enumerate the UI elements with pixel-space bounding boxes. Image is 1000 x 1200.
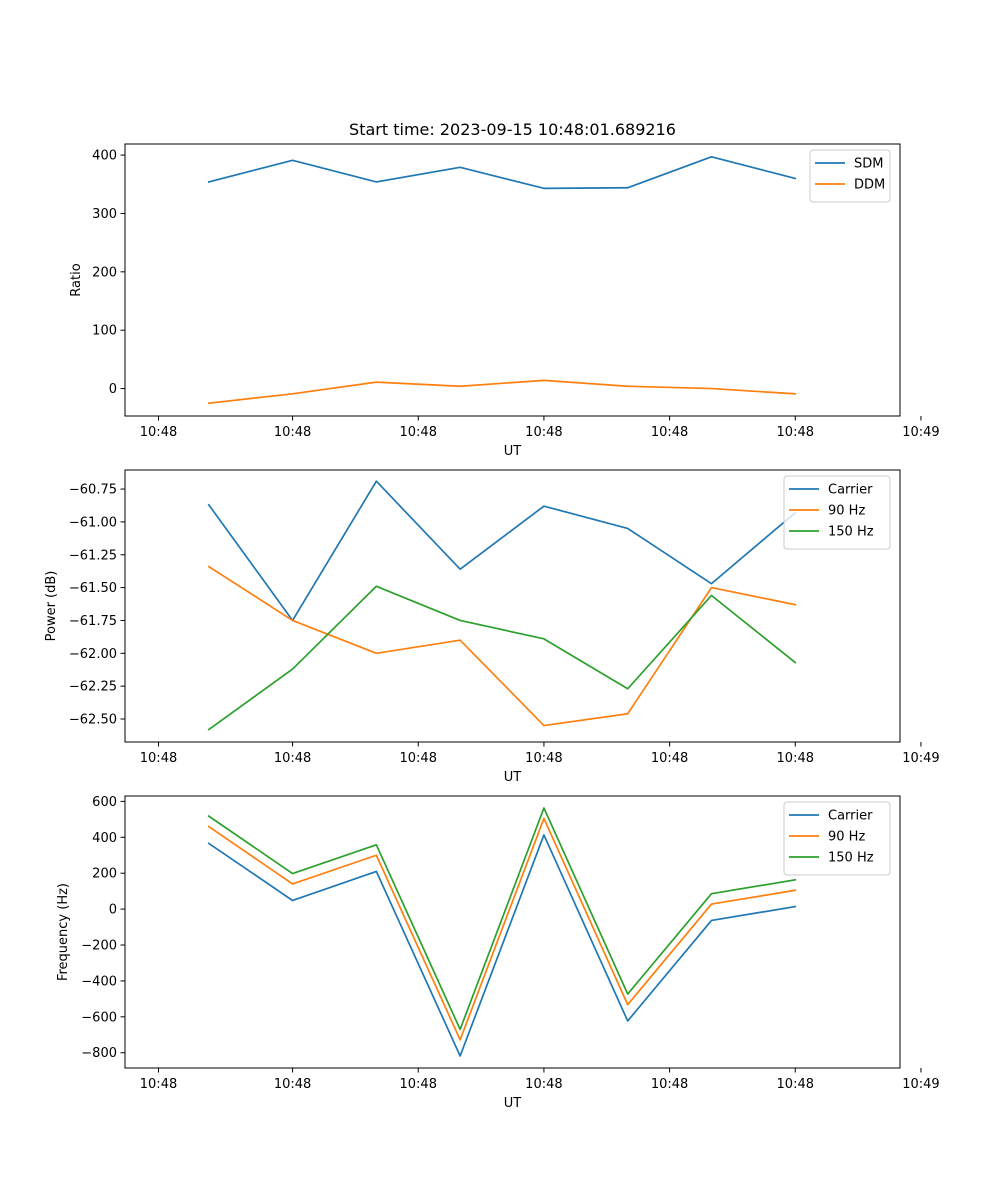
- x-tick-label: 10:48: [777, 751, 814, 766]
- series-line-90-hz: [207, 817, 797, 1041]
- y-tick-label: 0: [109, 382, 117, 397]
- y-tick-label: −62.50: [69, 713, 117, 728]
- y-tick-label: −62.00: [69, 647, 117, 662]
- x-tick-label: 10:48: [651, 751, 688, 766]
- legend-entry: Carrier: [828, 809, 873, 824]
- x-tick-label: 10:48: [777, 1077, 814, 1092]
- legend-entry: Carrier: [828, 483, 873, 498]
- y-tick-label: 100: [92, 324, 117, 339]
- subplot-1: 10:48 10:48 10:48 10:48 10:48 10:48 10:49 0 100 2…: [69, 120, 940, 459]
- series-line-carrier: [207, 480, 797, 622]
- series-line-150-hz: [207, 585, 797, 731]
- y-tick-label: 0: [109, 903, 117, 918]
- x-tick-label: 10:48: [651, 425, 688, 440]
- x-tick-label: 10:49: [902, 1077, 939, 1092]
- legend-entry: SDM: [854, 157, 883, 172]
- x-tick-label: 10:48: [525, 425, 562, 440]
- series-line-150-hz: [207, 807, 797, 1031]
- x-tick-label: 10:48: [400, 425, 437, 440]
- x-tick-label: 10:48: [400, 1077, 437, 1092]
- axes-frame: [124, 469, 901, 743]
- y-axis-label: Frequency (Hz): [56, 883, 71, 981]
- legend: SDM DDM: [809, 149, 891, 203]
- x-tick-label: 10:48: [274, 425, 311, 440]
- y-tick-label: 300: [92, 207, 117, 222]
- x-tick-label: 10:48: [777, 425, 814, 440]
- x-axis-label: UT: [504, 1096, 522, 1111]
- y-axis-label: Power (dB): [44, 571, 59, 642]
- y-axis-label: Ratio: [69, 263, 84, 296]
- legend: Carrier 90 Hz 150 Hz: [783, 801, 891, 876]
- x-tick-label: 10:48: [525, 751, 562, 766]
- series-line-ddm: [207, 379, 797, 405]
- y-tick-label: −61.75: [69, 614, 117, 629]
- y-tick-label: 600: [92, 795, 117, 810]
- y-tick-label: 400: [92, 149, 117, 164]
- y-tick-label: 200: [92, 867, 117, 882]
- x-tick-label: 10:49: [902, 751, 939, 766]
- x-tick-label: 10:49: [902, 425, 939, 440]
- y-tick-label: −400: [81, 974, 117, 989]
- x-axis-label: UT: [504, 770, 522, 785]
- x-tick-label: 10:48: [651, 1077, 688, 1092]
- legend-entry: DDM: [854, 178, 885, 193]
- legend-entry: 150 Hz: [828, 525, 874, 540]
- axes-frame: [124, 143, 901, 417]
- y-tick-label: −61.50: [69, 581, 117, 596]
- x-tick-label: 10:48: [274, 1077, 311, 1092]
- x-tick-label: 10:48: [140, 425, 177, 440]
- y-tick-label: −61.00: [69, 515, 117, 530]
- legend-entry: 90 Hz: [828, 504, 865, 519]
- legend-entry: 90 Hz: [828, 830, 865, 845]
- legend-entry: 150 Hz: [828, 851, 874, 866]
- subplot-2: 10:48 10:48 10:48 10:48 10:48 10:48 10:49 −62.5…: [44, 469, 940, 785]
- series-line-carrier: [207, 834, 797, 1057]
- x-tick-label: 10:48: [274, 751, 311, 766]
- y-tick-label: −61.25: [69, 548, 117, 563]
- x-tick-label: 10:48: [140, 1077, 177, 1092]
- y-tick-label: 400: [92, 831, 117, 846]
- series-line-sdm: [207, 155, 797, 190]
- axes-frame: [124, 795, 901, 1069]
- y-tick-label: −62.25: [69, 680, 117, 695]
- series-line-90-hz: [207, 565, 797, 727]
- y-tick-label: −60.75: [69, 483, 117, 498]
- x-axis-label: UT: [504, 444, 522, 459]
- y-tick-label: −200: [81, 939, 117, 954]
- legend: Carrier 90 Hz 150 Hz: [783, 475, 891, 550]
- x-tick-label: 10:48: [140, 751, 177, 766]
- x-tick-label: 10:48: [400, 751, 437, 766]
- y-tick-label: −800: [81, 1046, 117, 1061]
- y-tick-label: 200: [92, 265, 117, 280]
- subplot-3: 10:48 10:48 10:48 10:48 10:48 10:48 10:49 −800 −…: [56, 795, 940, 1111]
- chart-title: Start time: 2023-09-15 10:48:01.689216: [349, 120, 676, 139]
- plots-container: 10:48 10:48 10:48 10:48 10:48 10:48 10:49 0 100 2…: [44, 120, 940, 1111]
- y-tick-label: −600: [81, 1010, 117, 1025]
- x-tick-label: 10:48: [525, 1077, 562, 1092]
